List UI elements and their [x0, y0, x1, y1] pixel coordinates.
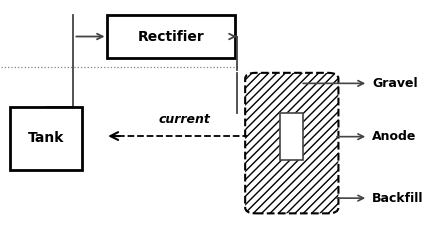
Text: Rectifier: Rectifier — [138, 30, 204, 44]
Bar — [10, 107, 82, 170]
Text: Anode: Anode — [372, 130, 417, 143]
Text: Tank: Tank — [28, 131, 64, 146]
Text: current: current — [159, 113, 211, 126]
Bar — [280, 113, 303, 160]
Bar — [107, 15, 235, 58]
Text: Gravel: Gravel — [372, 77, 418, 90]
Text: Backfill: Backfill — [372, 192, 424, 205]
